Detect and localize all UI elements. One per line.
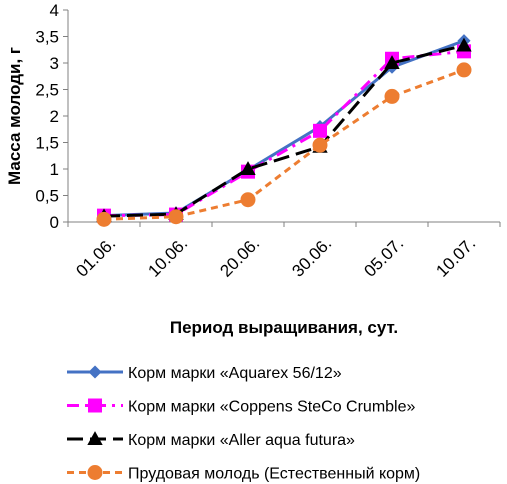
- x-tick-label: 10.07.: [432, 234, 479, 281]
- series-1: [97, 34, 471, 223]
- legend: Корм марки «Aquarex 56/12» Корм марки «Co…: [67, 365, 420, 483]
- x-tick-label: 10.06.: [144, 234, 191, 281]
- data-point: [312, 137, 328, 153]
- y-tick-label: 3,5: [35, 28, 59, 47]
- y-tick-label: 1: [50, 160, 59, 179]
- legend-swatch-marker: [87, 431, 103, 445]
- legend-item: Корм марки «Aquarex 56/12»: [67, 365, 342, 382]
- data-point: [456, 62, 472, 78]
- y-axis-title: Масса молоди, г: [5, 47, 24, 185]
- data-point: [456, 37, 472, 52]
- legend-item: Прудовая молодь (Естественный корм): [67, 465, 420, 483]
- data-point: [168, 209, 184, 225]
- legend-swatch-marker: [88, 398, 102, 413]
- series-2: [97, 44, 471, 223]
- x-tick-label: 20.06.: [216, 234, 263, 281]
- series-line: [103, 68, 465, 221]
- x-axis-ticks: 01.06. 10.06. 20.06. 30.06. 05.07. 10.07.: [67, 222, 501, 281]
- data-point: [313, 123, 327, 138]
- data-point: [240, 192, 256, 208]
- y-tick-label: 2,5: [35, 81, 59, 100]
- legend-label: Корм марки «Aquarex 56/12»: [128, 365, 342, 382]
- x-tick-label: 30.06.: [288, 234, 335, 281]
- data-point: [240, 161, 256, 175]
- y-tick-label: 0,5: [35, 187, 59, 206]
- y-tick-label: 1,5: [35, 134, 59, 153]
- series-lines: [96, 34, 472, 227]
- legend-item: Корм марки «Coppens SteCo Crumble»: [67, 398, 416, 416]
- series-line: [103, 44, 465, 218]
- y-tick-label: 0: [50, 213, 59, 232]
- legend-label: Прудовая молодь (Естественный корм): [128, 466, 420, 483]
- legend-swatch-marker: [87, 465, 103, 480]
- x-tick-label: 05.07.: [360, 234, 407, 281]
- x-tick-label: 01.06.: [72, 234, 119, 281]
- y-tick-label: 3: [50, 54, 59, 73]
- data-point: [384, 88, 400, 104]
- series-line: [103, 39, 465, 218]
- y-tick-label: 4: [50, 1, 59, 20]
- plot-area: 0 0,5 1 1,5 2 2,5 3 3,5 4 01.06. 10.06. 20.06. 30.0…: [35, 1, 501, 281]
- series-line: [103, 49, 465, 218]
- x-axis-title: Период выращивания, сут.: [170, 318, 398, 337]
- legend-label: Корм марки «Aller aqua futura»: [128, 432, 355, 449]
- data-point: [384, 55, 400, 69]
- legend-swatch-marker: [88, 365, 102, 379]
- legend-item: Корм марки «Aller aqua futura»: [67, 431, 355, 449]
- y-tick-label: 2: [50, 107, 59, 126]
- legend-label: Корм марки «Coppens SteCo Crumble»: [128, 399, 416, 416]
- series-4: [96, 62, 472, 227]
- y-axis-ticks: 0 0,5 1 1,5 2 2,5 3 3,5 4: [35, 1, 68, 232]
- series-3: [96, 37, 472, 223]
- data-point: [96, 211, 112, 227]
